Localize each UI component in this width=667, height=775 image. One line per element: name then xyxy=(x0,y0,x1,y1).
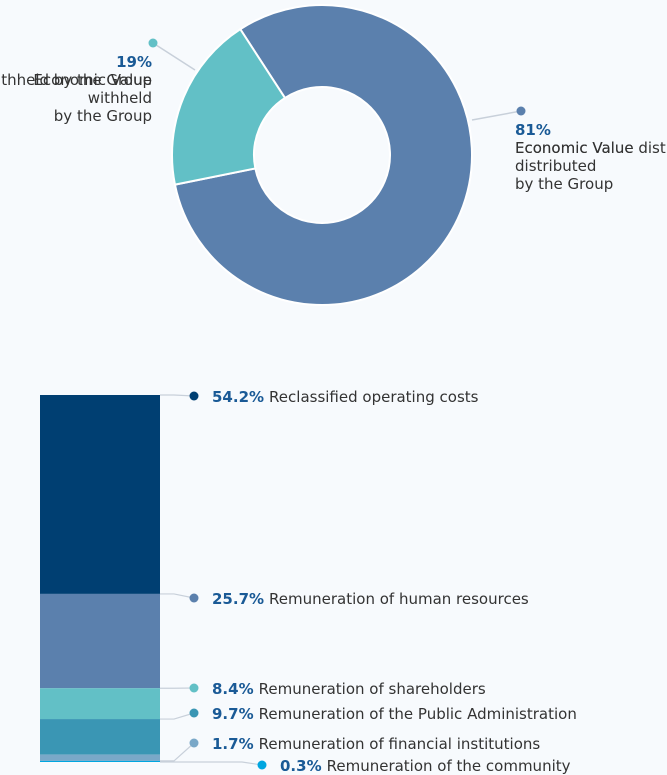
label-line: by the Group xyxy=(54,107,152,125)
leader-dot xyxy=(257,760,267,770)
value-label: 0.3% xyxy=(280,757,322,775)
leader-line xyxy=(160,593,195,599)
leader-dot xyxy=(148,38,158,48)
value-label: 25.7% xyxy=(212,590,264,608)
leader-line xyxy=(160,761,263,766)
label-line: Economic Value xyxy=(515,139,634,157)
bar-segment xyxy=(40,760,160,762)
label-line: Economic Value xyxy=(33,71,152,89)
leader-line xyxy=(160,394,195,397)
value-label: 9.7% xyxy=(212,705,254,723)
category-label: Remuneration of the Public Administratio… xyxy=(259,705,577,723)
label-line: by the Group xyxy=(515,175,613,193)
value-label: 54.2% xyxy=(212,388,264,406)
value-label: 8.4% xyxy=(212,680,254,698)
label-line: distributed xyxy=(515,157,596,175)
leader-line xyxy=(152,42,196,71)
bar-segment xyxy=(40,593,160,689)
bar-segment xyxy=(40,719,160,755)
value-label: 1.7% xyxy=(212,735,254,753)
leader-dot xyxy=(189,391,199,401)
category-label: Remuneration of shareholders xyxy=(259,680,486,698)
leader-line xyxy=(160,742,195,762)
leader-dot xyxy=(516,106,526,116)
category-label: Remuneration of human resources xyxy=(269,590,529,608)
bar-segment xyxy=(40,395,160,594)
leader-dot xyxy=(189,683,199,693)
leader-dot xyxy=(189,738,199,748)
label-text: Economic Value withheld by the GroupEcon… xyxy=(0,71,152,125)
category-label: Remuneration of financial institutions xyxy=(259,735,541,753)
leader-line xyxy=(160,712,195,720)
category-label: Remuneration of the community xyxy=(327,757,571,775)
bar-segment xyxy=(40,754,160,761)
leader-line xyxy=(471,110,522,121)
label-text: Economic Value distributed by the GroupE… xyxy=(515,139,667,193)
donut-slice xyxy=(173,4,473,306)
leader-dot xyxy=(189,708,199,718)
value-label: 19% xyxy=(116,53,152,71)
label-line: withheld xyxy=(88,89,152,107)
bar-segment xyxy=(40,688,160,720)
leader-dot xyxy=(189,593,199,603)
value-label: 81% xyxy=(515,121,551,139)
category-label: Reclassified operating costs xyxy=(269,388,479,406)
donut-slice xyxy=(171,27,287,186)
